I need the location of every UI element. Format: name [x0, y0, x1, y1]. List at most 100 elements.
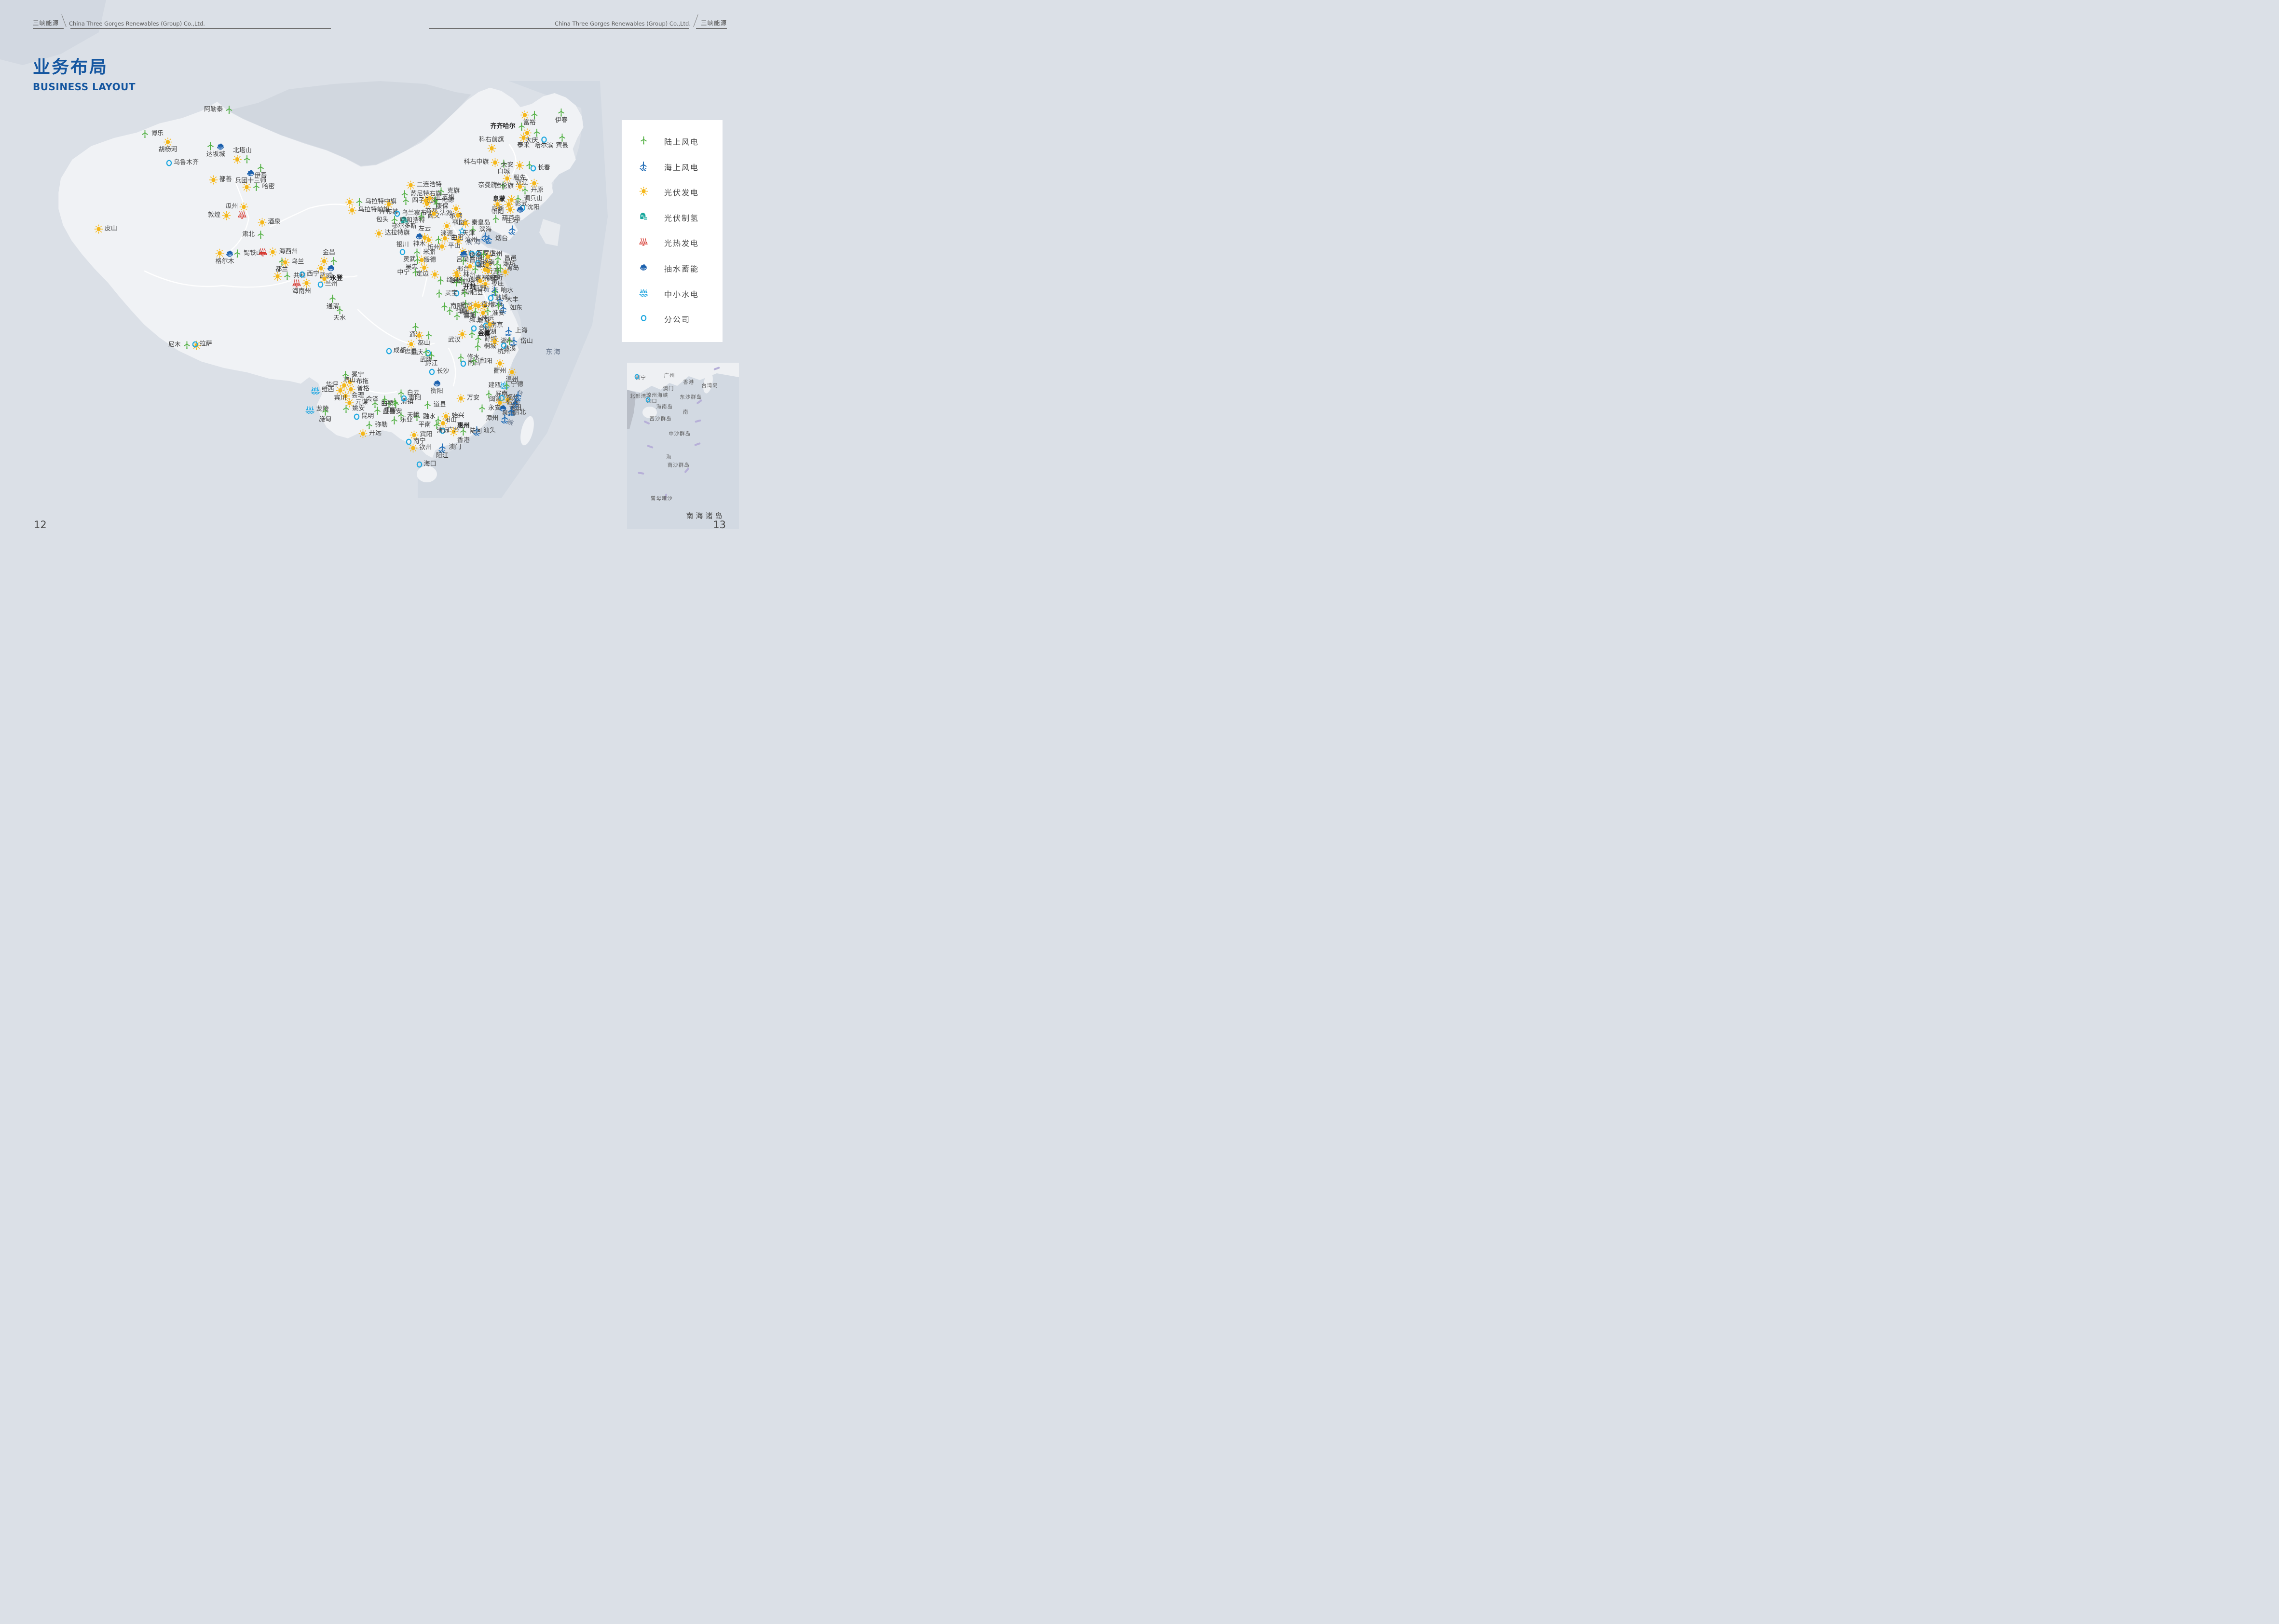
map-marker-如东: 如东 [499, 304, 522, 314]
marker-icons [256, 164, 265, 173]
solar-icon [520, 110, 529, 120]
marker-label: 兵团十三师 [235, 177, 267, 185]
onshore-wind-icon [390, 397, 399, 407]
solar-icon [503, 174, 512, 183]
map-marker-上海: 上海 [504, 327, 528, 336]
solar-icon [458, 329, 467, 339]
marker-icons [481, 279, 490, 289]
map-marker-忠县: 忠县 [405, 340, 417, 356]
onshore-wind-icon [479, 250, 488, 259]
pumped-storage-icon [246, 168, 256, 177]
solar-icon [374, 229, 383, 238]
map-marker-肃北: 肃北 [242, 230, 265, 239]
map-marker-神木: 神木 [413, 232, 425, 248]
marker-icons [164, 137, 173, 147]
map-marker-哈尔滨: 哈尔滨 [534, 136, 553, 150]
offshore-wind-icon [500, 414, 509, 424]
onshore-wind-icon [474, 335, 483, 344]
branch-icon [460, 360, 466, 367]
marker-label: 格尔木 [215, 258, 234, 265]
marker-label: 调兵山 [524, 195, 543, 203]
map-marker-颍上: 颍上 [469, 308, 482, 324]
legend-item-光伏制氢: H₂ 光伏制氢 [635, 212, 699, 223]
marker-label: 正蓝旗 [436, 194, 455, 202]
marker-label: 大丰 [506, 296, 519, 304]
onshore-wind-icon [520, 186, 529, 195]
marker-icons [182, 341, 201, 350]
marker-icons [442, 221, 451, 231]
inset-label-东沙群岛: 东沙群岛 [680, 394, 702, 400]
marker-label: 屏南 [495, 390, 508, 398]
marker-icons [273, 272, 292, 281]
marker-icons [233, 249, 242, 259]
offshore-wind-icon [510, 399, 520, 409]
map-marker-富裕: 富裕 [520, 110, 539, 127]
onshore-wind-icon [328, 294, 337, 303]
map-marker-伊吾: 伊吾 [254, 164, 267, 180]
marker-icons [471, 308, 480, 317]
legend-item-光伏发电: 光伏发电 [635, 186, 699, 198]
marker-icons [396, 411, 406, 420]
map-marker-达坂城: 达坂城 [206, 141, 225, 158]
marker-label: 海南州 [292, 287, 311, 295]
map-marker-苏尼特右旗: 苏尼特右旗 [400, 190, 442, 199]
marker-icons [406, 180, 415, 190]
map-marker-康保: 康保 [436, 203, 449, 210]
map-marker-科右中旗: 科右中旗 [464, 158, 500, 167]
marker-icons [434, 416, 443, 425]
onshore-wind-icon [256, 230, 265, 239]
solar-icon [505, 205, 515, 214]
onshore-wind-icon [206, 142, 215, 151]
marker-icons [373, 406, 382, 415]
map-marker-湖州: 湖州 [490, 337, 513, 346]
marker-icons [505, 205, 525, 214]
onshore-wind-icon [558, 133, 567, 142]
marker-icons [461, 300, 470, 309]
map-marker-屏南: 屏南 [484, 390, 507, 399]
offshore-wind-icon [639, 161, 648, 173]
map-marker-会泽: 会泽 [366, 396, 389, 405]
marker-icons [429, 368, 435, 375]
marker-icons [484, 234, 494, 244]
svg-text:H₂: H₂ [402, 218, 406, 221]
map-marker-香港: 香港 [457, 437, 470, 445]
pumped-storage-icon [414, 232, 424, 241]
marker-icons [459, 256, 468, 265]
marker-icons [520, 186, 529, 195]
map-marker-锡铁山: 锡铁山 [233, 249, 262, 259]
solar-icon [320, 274, 329, 284]
map-marker-永安: 永安 [478, 404, 501, 413]
marker-icons [384, 199, 394, 209]
offshore-wind-icon [507, 225, 517, 235]
solar-icon [233, 155, 242, 164]
map-marker-科右前旗: 科右前旗 [479, 136, 504, 153]
solar-icon [474, 301, 483, 311]
offshore-wind-icon [513, 391, 523, 401]
marker-icons [425, 350, 431, 356]
marker-icons [432, 421, 441, 430]
solar-icon [515, 182, 524, 191]
branch-icon [192, 341, 198, 348]
map-marker-克旗: 克旗 [437, 187, 460, 196]
marker-label: 曲阳 [451, 234, 464, 242]
marker-icons [412, 413, 422, 422]
south-china-sea-inset: 广州 香港 澳门 北部湾 琼州海峡 海南岛 东沙群岛 台湾岛 西沙群岛 南中沙群岛海南沙群岛 曾母暗… [627, 363, 739, 529]
marker-icons [558, 133, 567, 142]
marker-icons [354, 413, 360, 420]
onshore-wind-icon [499, 159, 508, 168]
map-marker-秦皇岛: 秦皇岛 [461, 218, 490, 228]
marker-label: 林州 [463, 271, 476, 279]
marker-icons [422, 348, 431, 357]
marker-label: 晋中 [469, 257, 482, 264]
branch-icon [401, 395, 407, 402]
marker-icons [246, 168, 256, 177]
marker-label: 平泉 [451, 219, 464, 227]
page-title-cn: 业务布局 [33, 57, 109, 77]
map-marker-忻州: 忻州 [424, 235, 443, 252]
marker-icons [483, 322, 489, 329]
marker-label: 鹤壁 [462, 278, 475, 286]
onshore-wind-icon [412, 413, 422, 422]
map-marker-新泰: 新泰 [484, 266, 503, 283]
marker-label: 米脂 [423, 248, 436, 256]
map-marker-胡杨河: 胡杨河 [159, 137, 177, 154]
